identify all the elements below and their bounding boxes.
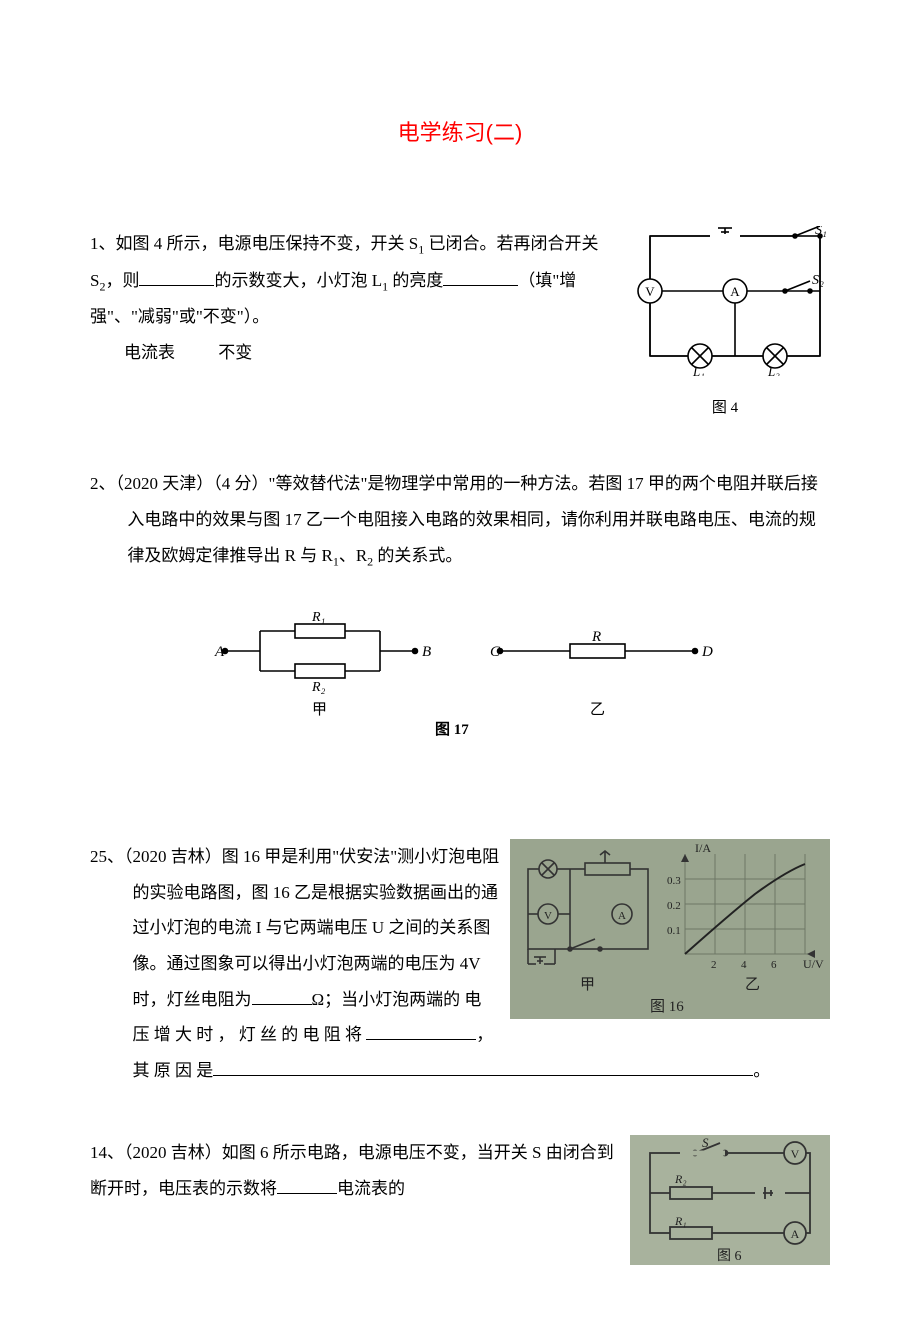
svg-text:D: D bbox=[701, 644, 713, 660]
svg-text:图 6: 图 6 bbox=[717, 1249, 742, 1264]
q14-figure: V A S R₂ R₁ 图 6 bbox=[630, 1135, 830, 1278]
page-title: 电学练习(二) bbox=[90, 110, 830, 156]
svg-text:图 16: 图 16 bbox=[650, 998, 684, 1015]
blank-5 bbox=[213, 1056, 753, 1076]
svg-text:甲: 甲 bbox=[312, 702, 327, 718]
blank-4 bbox=[366, 1021, 476, 1041]
blank-1 bbox=[139, 266, 214, 286]
svg-text:R₁: R₁ bbox=[311, 610, 325, 625]
question-25: V A 甲 bbox=[90, 839, 830, 1089]
svg-text:图 17: 图 17 bbox=[435, 721, 469, 736]
blank-3 bbox=[252, 985, 312, 1005]
q2-figure: A B R₁ R₂ C D R 甲 乙 图 17 bbox=[90, 606, 830, 749]
q1-figure: V A bbox=[620, 226, 830, 424]
svg-text:R₂: R₂ bbox=[311, 680, 326, 695]
svg-text:U/V: U/V bbox=[803, 957, 824, 971]
svg-text:0.1: 0.1 bbox=[667, 925, 681, 937]
svg-text:0.3: 0.3 bbox=[667, 875, 681, 887]
svg-text:V: V bbox=[791, 1147, 800, 1161]
svg-text:A: A bbox=[214, 644, 225, 660]
svg-text:S₂: S₂ bbox=[812, 273, 824, 288]
svg-text:V: V bbox=[645, 284, 655, 299]
svg-text:R: R bbox=[591, 629, 601, 645]
circuit-figure-icon: V A S R₂ R₁ 图 6 bbox=[630, 1135, 830, 1265]
blank-6 bbox=[277, 1174, 337, 1194]
svg-text:B: B bbox=[422, 644, 431, 660]
q25-figure: V A 甲 bbox=[510, 839, 830, 1032]
question-14: V A S R₂ R₁ 图 6 bbox=[90, 1135, 830, 1278]
q1-figure-caption: 图 4 bbox=[620, 393, 830, 425]
svg-text:A: A bbox=[791, 1227, 800, 1241]
page: 电学练习(二) bbox=[0, 0, 920, 1338]
svg-text:C: C bbox=[490, 644, 501, 660]
svg-text:6: 6 bbox=[771, 959, 777, 971]
svg-text:S₁: S₁ bbox=[815, 226, 827, 238]
svg-text:L₁: L₁ bbox=[692, 364, 705, 376]
svg-text:4: 4 bbox=[741, 959, 747, 971]
svg-text:V: V bbox=[544, 910, 552, 922]
svg-text:乙: 乙 bbox=[745, 977, 760, 993]
q2-text: 2、（2020 天津）（4 分）"等效替代法"是物理学中常用的一种方法。若图 1… bbox=[90, 466, 830, 574]
svg-text:0.2: 0.2 bbox=[667, 900, 681, 912]
svg-text:A: A bbox=[618, 910, 626, 922]
q1-answer-1: 电流表 bbox=[124, 335, 214, 371]
svg-text:R₂: R₂ bbox=[674, 1172, 687, 1186]
circuit-diagram-icon: V A bbox=[620, 226, 830, 376]
q1-answer-2: 不变 bbox=[218, 343, 252, 362]
svg-text:I/A: I/A bbox=[695, 841, 711, 855]
experiment-figure-icon: V A 甲 bbox=[510, 839, 830, 1019]
svg-text:R₁: R₁ bbox=[674, 1214, 687, 1228]
svg-text:2: 2 bbox=[711, 959, 717, 971]
resistor-diagram-icon: A B R₁ R₂ C D R 甲 乙 图 17 bbox=[200, 606, 720, 736]
question-1: V A bbox=[90, 226, 830, 424]
svg-text:A: A bbox=[730, 284, 740, 299]
svg-text:甲: 甲 bbox=[580, 977, 595, 993]
svg-text:L₂: L₂ bbox=[767, 364, 780, 376]
svg-text:S: S bbox=[702, 1135, 709, 1150]
q1-text-part: 1、如图 4 所示，电源电压保持不变，开关 S bbox=[90, 234, 418, 253]
svg-text:乙: 乙 bbox=[590, 702, 605, 718]
question-2: 2、（2020 天津）（4 分）"等效替代法"是物理学中常用的一种方法。若图 1… bbox=[90, 466, 830, 749]
blank-2 bbox=[443, 266, 518, 286]
